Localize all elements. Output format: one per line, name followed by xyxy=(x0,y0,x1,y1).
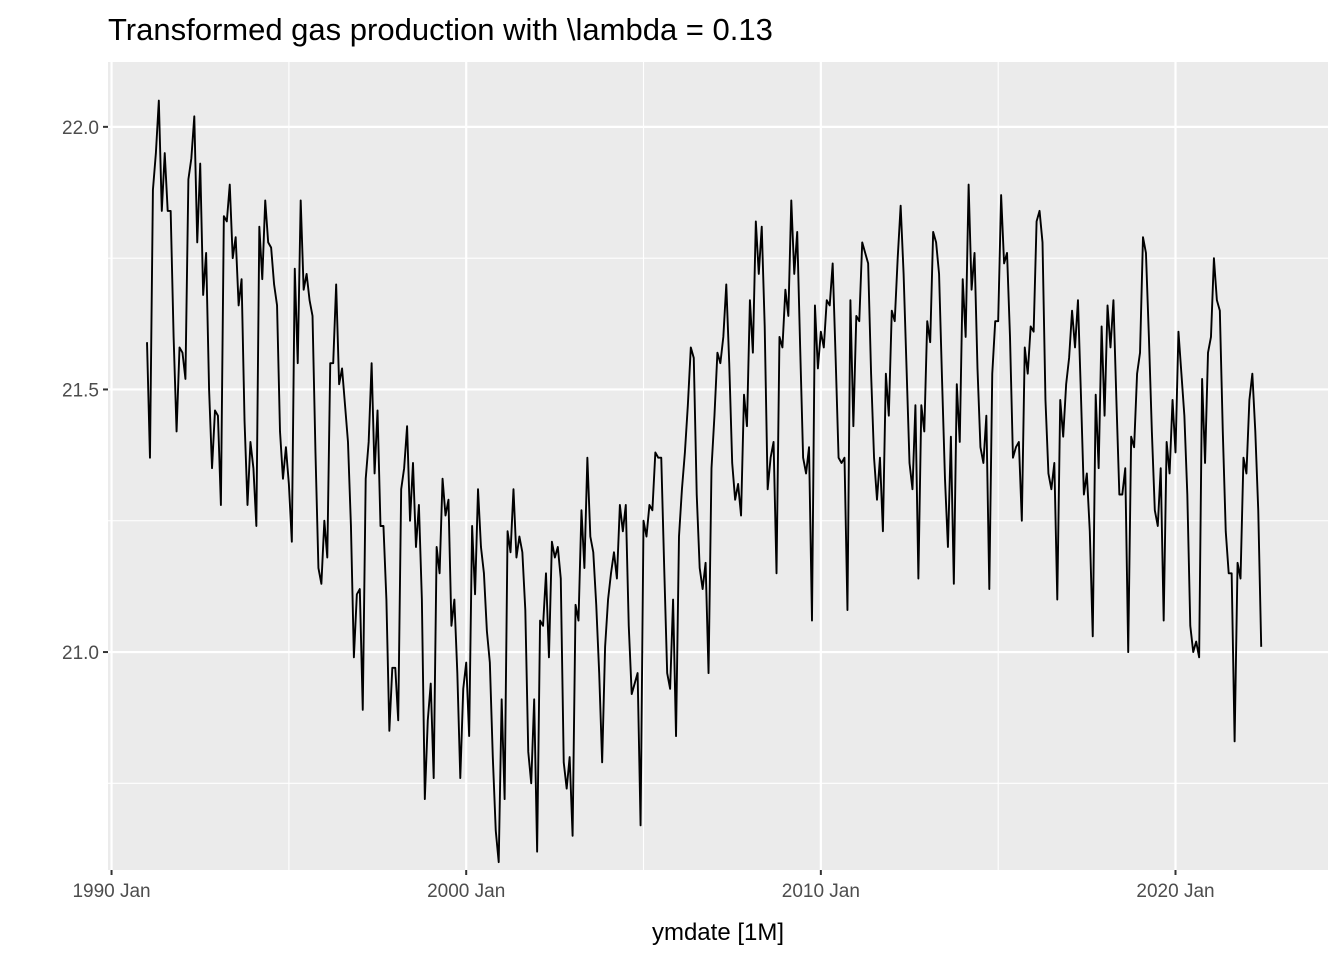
x-tick-label: 1990 Jan xyxy=(72,881,150,902)
series-line xyxy=(146,99,1263,864)
y-tick-label: 21.0 xyxy=(62,643,99,664)
chart-title: Transformed gas production with \lambda … xyxy=(108,12,773,47)
x-tick-label: 2020 Jan xyxy=(1136,881,1214,902)
plot-panel xyxy=(108,62,1328,870)
x-axis-title: ymdate [1M] xyxy=(652,919,784,946)
y-axis: 21.0 21.5 22.0 xyxy=(62,118,108,664)
x-tick-label: 2010 Jan xyxy=(782,881,860,902)
major-gridlines xyxy=(108,62,1328,870)
y-tick-label: 22.0 xyxy=(62,118,99,139)
minor-gridlines xyxy=(108,62,1328,870)
y-tick-label: 21.5 xyxy=(62,380,99,401)
x-axis: 1990 Jan 2000 Jan 2010 Jan 2020 Jan xyxy=(72,870,1215,902)
x-tick-label: 2000 Jan xyxy=(427,881,505,902)
